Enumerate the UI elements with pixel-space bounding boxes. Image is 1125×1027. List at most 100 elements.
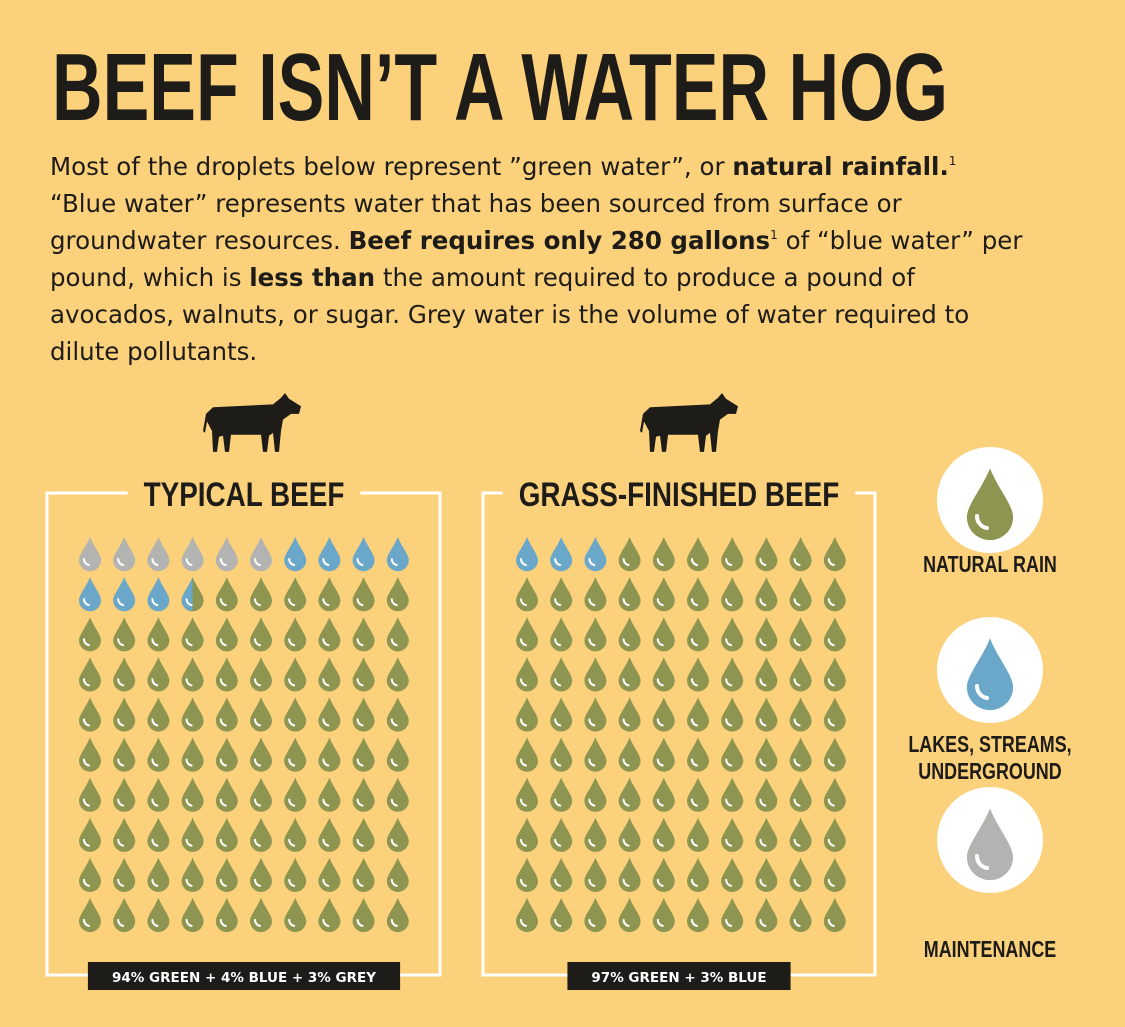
drop	[284, 777, 307, 812]
drop	[550, 817, 573, 852]
legend-label: LAKES, STREAMS,	[908, 732, 1071, 758]
drop	[789, 857, 812, 892]
drop-highlight	[588, 598, 596, 607]
drop	[250, 537, 272, 572]
drop	[584, 817, 607, 852]
intro-text: “Blue water” represents water that has b…	[50, 189, 902, 255]
cow-icon	[640, 393, 738, 452]
drop-highlight	[656, 838, 664, 847]
drop	[352, 617, 375, 652]
drop-highlight	[725, 598, 733, 607]
drop	[181, 617, 204, 652]
drop-highlight	[356, 918, 364, 927]
drop	[652, 777, 675, 812]
drop	[113, 857, 136, 892]
drop	[721, 777, 744, 812]
drop	[386, 897, 409, 933]
drop	[352, 737, 375, 772]
drop	[550, 577, 573, 612]
drop-highlight	[356, 878, 364, 887]
drop-highlight	[151, 838, 159, 847]
drop-highlight	[690, 638, 698, 647]
drop	[318, 617, 341, 652]
drop	[721, 817, 744, 852]
caption: 94% GREEN + 4% BLUE + 3% GREY	[112, 970, 376, 986]
drop	[352, 897, 375, 933]
drop	[284, 817, 307, 852]
drop-highlight	[288, 798, 296, 807]
drop-highlight	[322, 798, 330, 807]
drop-highlight	[622, 838, 630, 847]
drop	[147, 537, 170, 572]
drop	[386, 697, 409, 732]
legend-label: MAINTENANCE	[924, 937, 1056, 963]
caption-box	[87, 962, 401, 990]
drop	[618, 577, 641, 612]
drop	[318, 657, 341, 692]
drop	[687, 617, 709, 652]
drop-highlight	[725, 838, 733, 847]
drop	[147, 777, 170, 812]
drop	[823, 537, 846, 572]
drop	[386, 657, 409, 692]
drop-highlight	[117, 838, 125, 847]
intro-text: Most of the droplets below represent ”gr…	[50, 152, 733, 181]
drop	[789, 737, 812, 772]
drop-highlight	[690, 678, 698, 687]
drop	[147, 697, 170, 732]
drop	[584, 777, 607, 812]
drop	[181, 777, 204, 812]
drop	[79, 777, 101, 812]
drop-highlight	[827, 758, 835, 767]
drop-highlight	[690, 918, 698, 927]
drop	[284, 857, 307, 892]
drop	[618, 777, 641, 812]
drop-highlight	[151, 678, 159, 687]
drop	[550, 737, 573, 772]
drop	[181, 897, 204, 933]
drop-highlight	[622, 918, 630, 927]
drop-highlight	[82, 798, 90, 807]
drop	[352, 777, 375, 812]
drop-highlight	[793, 878, 801, 887]
drop-highlight	[793, 638, 801, 647]
intro-text: the amount required to produce a pound o…	[50, 263, 970, 366]
drop-highlight	[117, 918, 125, 927]
drop-highlight	[288, 918, 296, 927]
drop-highlight	[974, 854, 989, 870]
drop-highlight	[622, 758, 630, 767]
drop	[550, 657, 573, 692]
drop-highlight	[82, 878, 90, 887]
drop-highlight	[588, 638, 596, 647]
drop	[79, 897, 101, 933]
drop-highlight	[759, 878, 767, 887]
drop	[618, 857, 641, 892]
drop-highlight	[151, 558, 159, 566]
drop	[755, 897, 778, 933]
drop-highlight	[185, 638, 193, 647]
drop	[318, 697, 341, 732]
drop-highlight	[356, 558, 364, 566]
drop	[386, 817, 409, 852]
drop-highlight	[554, 678, 562, 687]
intro-text: 1	[770, 228, 778, 242]
drop-highlight	[322, 638, 330, 647]
drop	[618, 617, 641, 652]
drop-highlight	[588, 878, 596, 887]
drop-highlight	[219, 638, 227, 647]
drop-highlight	[827, 598, 835, 607]
drop-highlight	[519, 718, 527, 727]
drop	[721, 897, 744, 933]
drop-highlight	[219, 798, 227, 807]
drop	[79, 617, 101, 652]
drop	[318, 897, 341, 933]
drop-highlight	[82, 638, 90, 647]
drop-highlight	[622, 638, 630, 647]
drop	[386, 577, 409, 612]
drop	[823, 857, 846, 892]
drop	[823, 577, 846, 612]
drop-highlight	[554, 638, 562, 647]
drop-highlight	[253, 638, 261, 647]
